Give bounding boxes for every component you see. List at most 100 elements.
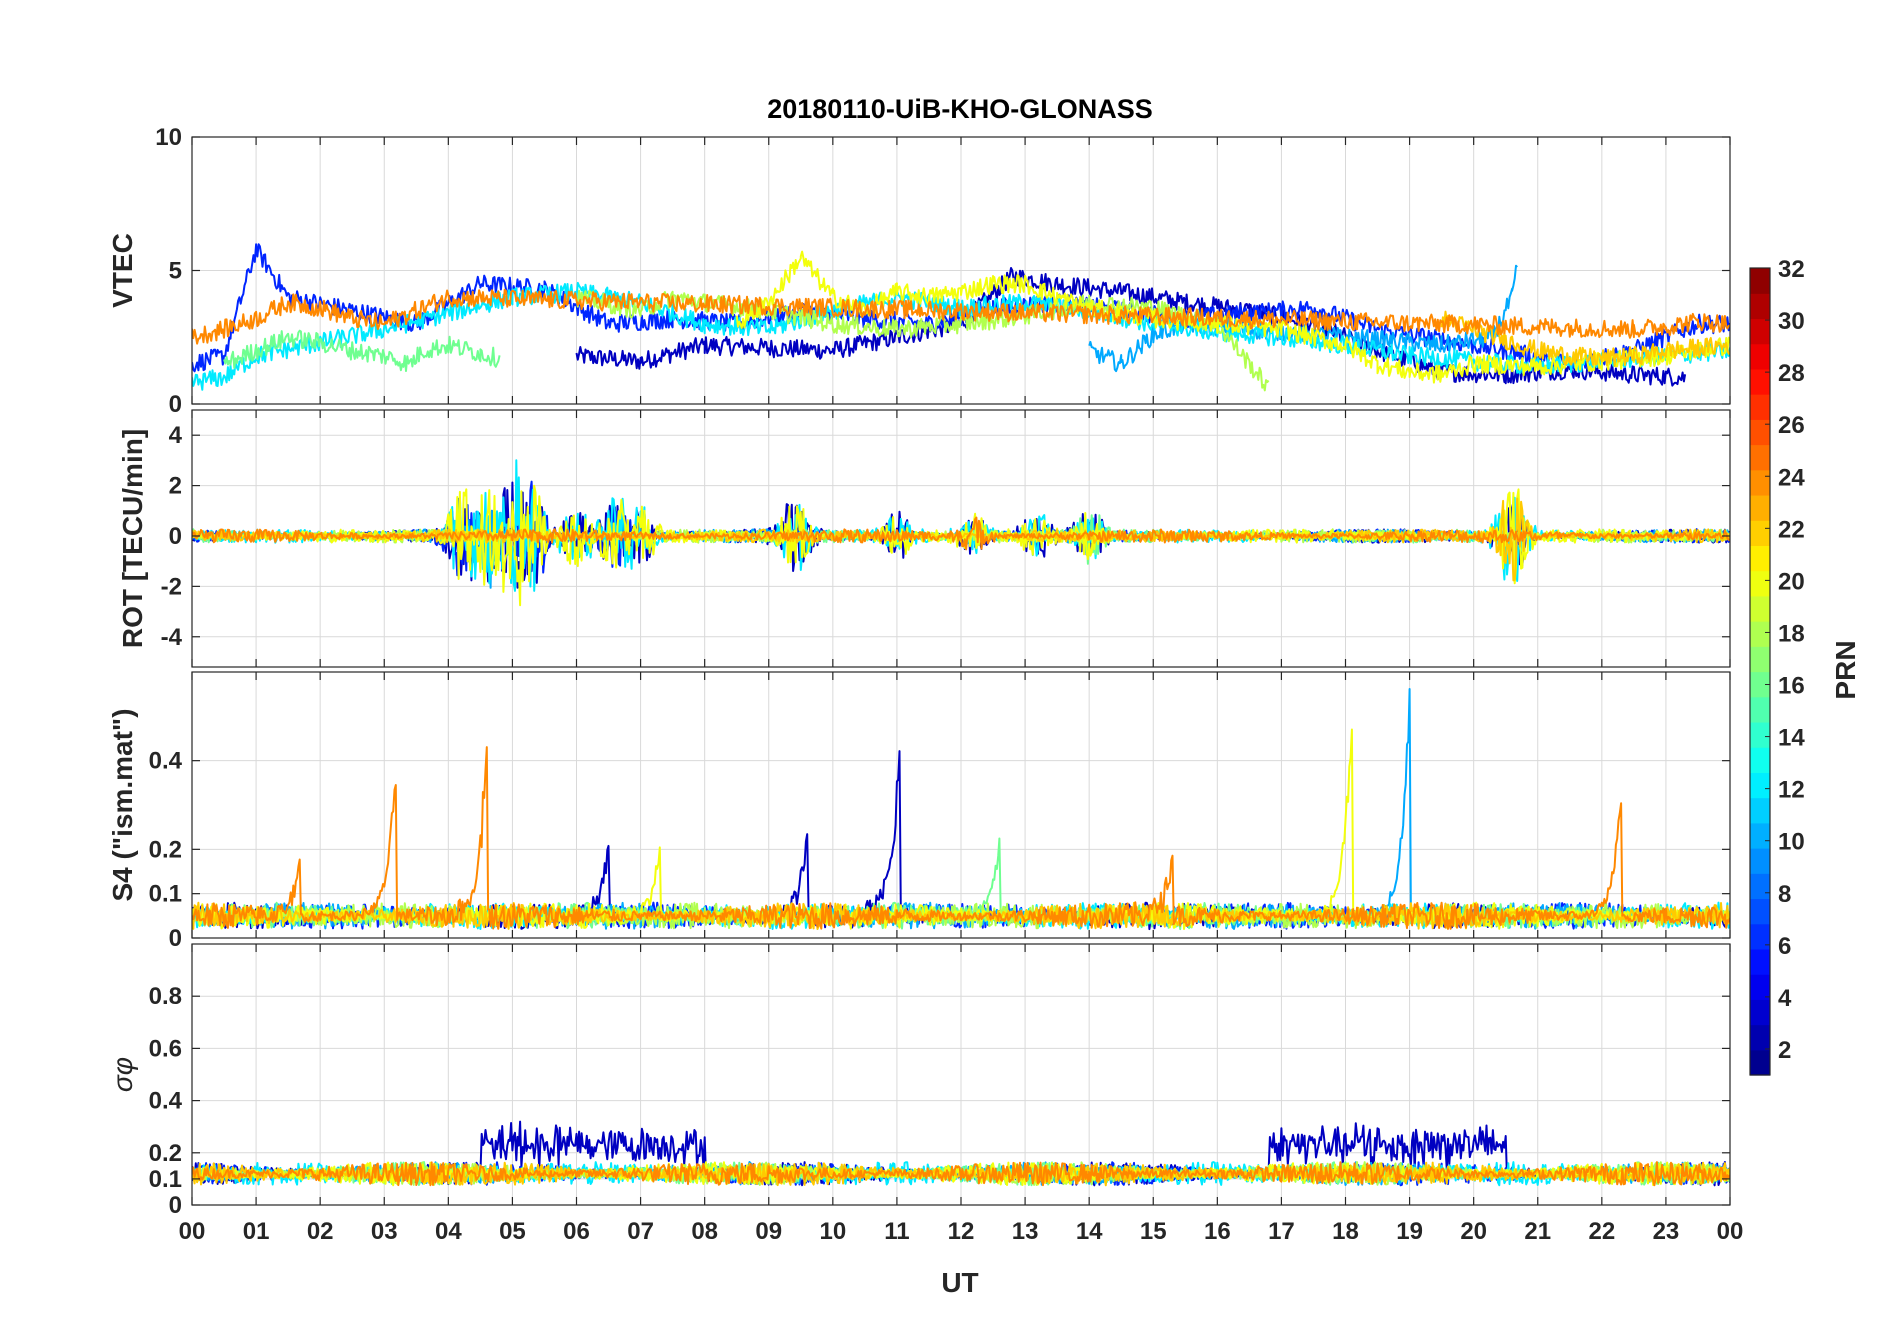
- colorbar-swatch: [1750, 570, 1770, 597]
- panel-S4: 0 0.1 0.2 0.4 S4 ("ism.mat"): [107, 671, 1731, 952]
- colorbar-swatch: [1750, 595, 1770, 622]
- colorbar-swatch: [1750, 671, 1770, 698]
- colorbar-swatch: [1750, 999, 1770, 1026]
- colorbar-swatch: [1750, 848, 1770, 874]
- colorbar-swatch: [1750, 419, 1770, 446]
- colorbar-swatch: [1750, 621, 1770, 647]
- colorbar-tick-label: 24: [1778, 464, 1805, 491]
- y-tick-label: 2: [169, 473, 182, 500]
- colorbar-swatch: [1750, 696, 1770, 723]
- series-prn-16: [223, 329, 501, 372]
- x-tick-label: 07: [627, 1218, 654, 1245]
- colorbar-tick-label: 18: [1778, 620, 1805, 647]
- colorbar-label: PRN: [1830, 640, 1861, 699]
- colorbar-tick-label: 12: [1778, 777, 1805, 804]
- y-tick-label: 0: [169, 391, 182, 418]
- x-tick-label: 12: [948, 1218, 975, 1245]
- x-tick-label: 13: [1012, 1218, 1039, 1245]
- x-tick-label: 06: [563, 1218, 590, 1245]
- y-axis-label: σφ: [107, 1057, 138, 1092]
- y-tick-label: 0: [169, 925, 182, 952]
- series-prn-24: [192, 1161, 1730, 1187]
- colorbar-swatch: [1750, 898, 1770, 925]
- colorbar-swatch: [1750, 469, 1770, 496]
- colorbar-swatch: [1750, 822, 1770, 849]
- colorbar-tick-label: 6: [1778, 933, 1791, 960]
- y-tick-label: 4: [169, 422, 183, 449]
- colorbar-swatch: [1750, 520, 1770, 547]
- colorbar-swatch: [1750, 293, 1770, 320]
- x-tick-label: 21: [1524, 1218, 1551, 1245]
- x-tick-label: 08: [691, 1218, 718, 1245]
- x-tick-label: 01: [243, 1218, 270, 1245]
- x-tick-label: 05: [499, 1218, 526, 1245]
- x-tick-label: 02: [307, 1218, 334, 1245]
- y-tick-label: 0.2: [149, 1140, 182, 1167]
- colorbar-swatch: [1750, 1049, 1770, 1076]
- colorbar-swatch: [1750, 444, 1770, 471]
- y-tick-label: 10: [155, 124, 182, 151]
- x-tick-label: 00: [179, 1218, 206, 1245]
- panel-sigma_phi: 00.10.2 0.4 0.6 0.8 σφ: [107, 943, 1731, 1219]
- colorbar-swatch: [1750, 343, 1770, 370]
- colorbar-tick-label: 10: [1778, 829, 1805, 856]
- x-tick-label: 11: [884, 1218, 909, 1245]
- series-group: [192, 688, 1730, 931]
- x-tick-label: 18: [1332, 1218, 1359, 1245]
- x-tick-label: 03: [371, 1218, 398, 1245]
- chart-title: 20180110-UiB-KHO-GLONASS: [767, 94, 1153, 124]
- y-axis-label: ROT [TECU/min]: [117, 429, 148, 648]
- colorbar-tick-label: 28: [1778, 360, 1805, 387]
- series-prn-20: [735, 250, 1730, 384]
- colorbar-swatch: [1750, 747, 1770, 773]
- colorbar-tick-label: 20: [1778, 568, 1805, 595]
- x-axis-label: UT: [941, 1267, 978, 1298]
- x-tick-label: 09: [755, 1218, 782, 1245]
- x-tick-label: 17: [1268, 1218, 1295, 1245]
- colorbar-swatch: [1750, 545, 1770, 572]
- colorbar-swatch: [1750, 797, 1770, 824]
- colorbar-swatch: [1750, 394, 1770, 420]
- x-tick-label: 00: [1717, 1218, 1744, 1245]
- series-group: [192, 459, 1730, 607]
- y-axis-label: VTEC: [107, 233, 138, 308]
- colorbar-swatch: [1750, 1024, 1770, 1051]
- y-tick-label: 0.2: [149, 836, 182, 863]
- colorbar-swatch: [1750, 494, 1770, 521]
- series-group: [192, 243, 1730, 392]
- y-tick-label: -4: [161, 624, 183, 651]
- y-tick-label: 0.1: [149, 1166, 182, 1193]
- y-tick-label: 0: [169, 523, 182, 550]
- series-prn-24: [192, 516, 1730, 551]
- x-tick-label: 22: [1588, 1218, 1615, 1245]
- y-tick-label: 0.8: [149, 983, 182, 1010]
- colorbar-swatch: [1750, 646, 1770, 673]
- x-tick-label: 16: [1204, 1218, 1231, 1245]
- colorbar-swatch: [1750, 268, 1770, 294]
- colorbar-tick-label: 30: [1778, 308, 1805, 335]
- colorbar-tick-label: 16: [1778, 673, 1805, 700]
- colorbar-tick-label: 22: [1778, 516, 1805, 543]
- colorbar-swatch: [1750, 948, 1770, 975]
- colorbar-swatch: [1750, 318, 1770, 345]
- colorbar-frame: [1749, 267, 1771, 1076]
- y-tick-label: 0.4: [149, 1088, 183, 1115]
- series-prn-24: [192, 746, 1730, 930]
- x-tick-label: 04: [435, 1218, 462, 1245]
- colorbar-swatch: [1750, 368, 1770, 395]
- colorbar-swatch: [1750, 721, 1770, 748]
- x-tick-label: 14: [1076, 1218, 1103, 1245]
- series-prn-24: [192, 288, 1730, 345]
- x-tick-label: 15: [1140, 1218, 1167, 1245]
- colorbar-tick-label: 26: [1778, 412, 1805, 439]
- x-tick-label: 20: [1460, 1218, 1487, 1245]
- colorbar-swatch: [1750, 772, 1770, 799]
- colorbar-swatch: [1750, 923, 1770, 950]
- x-tick-label: 23: [1653, 1218, 1680, 1245]
- colorbar-tick-label: 14: [1778, 725, 1805, 752]
- panel-VTEC: 0 5 10 VTEC: [107, 124, 1731, 418]
- x-tick-label: 19: [1396, 1218, 1423, 1245]
